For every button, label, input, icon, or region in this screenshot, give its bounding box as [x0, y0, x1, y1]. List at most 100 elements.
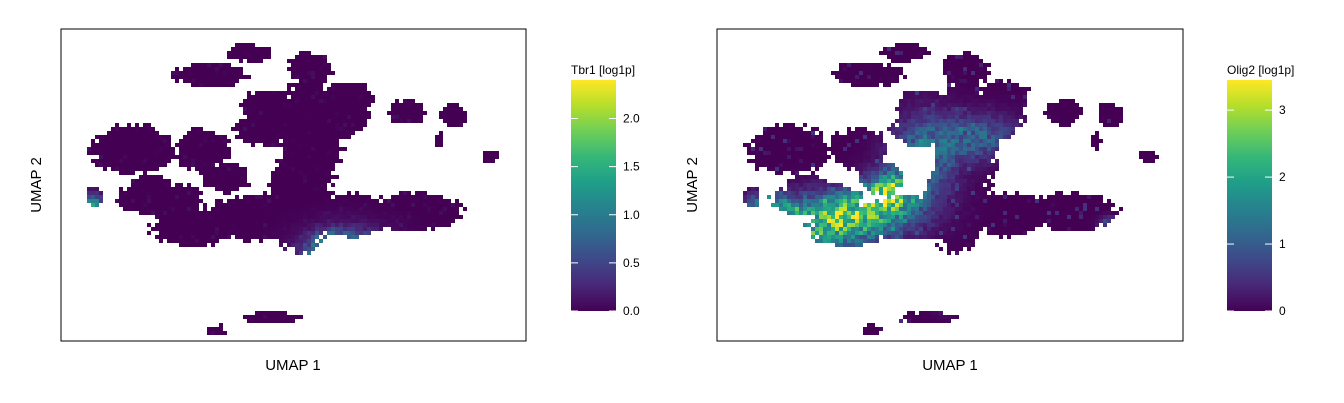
cell-point: [319, 99, 323, 103]
cell-point: [411, 203, 415, 207]
cell-point: [279, 187, 283, 191]
cell-point: [323, 111, 327, 115]
cell-point: [1027, 223, 1031, 227]
cell-point: [867, 219, 871, 223]
cell-point: [431, 227, 435, 231]
cell-point: [951, 127, 955, 131]
cell-point: [927, 95, 931, 99]
cell-point: [907, 59, 911, 63]
cell-point: [255, 199, 259, 203]
cell-point: [791, 151, 795, 155]
cell-point: [271, 235, 275, 239]
cell-point: [247, 131, 251, 135]
cell-point: [1023, 219, 1027, 223]
cell-point: [823, 143, 827, 147]
cell-point: [819, 159, 823, 163]
cell-point: [955, 151, 959, 155]
cell-point: [891, 199, 895, 203]
cell-point: [779, 167, 783, 171]
cell-point: [899, 43, 903, 47]
cell-point: [859, 79, 863, 83]
cell-point: [871, 211, 875, 215]
cell-point: [1015, 207, 1019, 211]
cell-point: [823, 203, 827, 207]
cell-point: [191, 187, 195, 191]
cell-point: [891, 75, 895, 79]
cell-point: [795, 171, 799, 175]
cell-point: [315, 87, 319, 91]
cell-point: [211, 171, 215, 175]
cell-point: [219, 223, 223, 227]
cell-point: [931, 111, 935, 115]
cell-point: [1043, 207, 1047, 211]
cell-point: [879, 187, 883, 191]
cell-point: [939, 111, 943, 115]
cell-point: [303, 123, 307, 127]
cell-point: [295, 251, 299, 255]
cell-point: [1019, 91, 1023, 95]
cell-point: [891, 175, 895, 179]
cell-point: [167, 183, 171, 187]
cell-point: [1043, 219, 1047, 223]
cell-point: [931, 103, 935, 107]
cell-point: [1007, 195, 1011, 199]
cell-point: [115, 151, 119, 155]
cell-point: [971, 135, 975, 139]
cell-point: [295, 147, 299, 151]
cell-point: [855, 235, 859, 239]
cell-point: [1103, 103, 1107, 107]
cell-point: [331, 115, 335, 119]
cell-point: [303, 243, 307, 247]
cell-point: [243, 231, 247, 235]
cell-point: [355, 203, 359, 207]
cell-point: [303, 183, 307, 187]
cell-point: [1011, 115, 1015, 119]
cell-point: [887, 195, 891, 199]
cell-point: [835, 231, 839, 235]
cell-point: [947, 223, 951, 227]
cell-point: [307, 227, 311, 231]
cell-point: [831, 223, 835, 227]
cell-point: [895, 79, 899, 83]
cell-point: [323, 183, 327, 187]
cell-point: [971, 191, 975, 195]
cell-point: [1015, 107, 1019, 111]
cell-point: [1035, 207, 1039, 211]
cell-point: [803, 179, 807, 183]
cell-point: [983, 87, 987, 91]
cell-point: [975, 211, 979, 215]
cell-point: [183, 207, 187, 211]
cell-point: [871, 83, 875, 87]
cell-point: [967, 195, 971, 199]
cell-point: [363, 87, 367, 91]
cell-point: [947, 63, 951, 67]
cell-point: [439, 211, 443, 215]
cell-point: [279, 235, 283, 239]
cell-point: [923, 319, 927, 323]
cell-point: [1115, 111, 1119, 115]
cell-point: [839, 143, 843, 147]
cell-point: [943, 147, 947, 151]
cell-point: [375, 227, 379, 231]
cell-point: [819, 219, 823, 223]
cell-point: [943, 175, 947, 179]
cell-point: [223, 155, 227, 159]
cell-point: [283, 151, 287, 155]
cell-point: [299, 59, 303, 63]
cell-point: [775, 163, 779, 167]
cell-point: [967, 191, 971, 195]
cell-point: [191, 239, 195, 243]
cell-point: [935, 139, 939, 143]
cell-point: [95, 195, 99, 199]
cell-point: [971, 95, 975, 99]
cell-point: [91, 147, 95, 151]
cell-point: [1019, 223, 1023, 227]
cell-point: [915, 103, 919, 107]
cell-point: [147, 187, 151, 191]
cell-point: [943, 107, 947, 111]
cell-point: [207, 79, 211, 83]
cell-point: [295, 91, 299, 95]
cell-point: [279, 231, 283, 235]
cell-point: [915, 131, 919, 135]
cell-point: [199, 147, 203, 151]
